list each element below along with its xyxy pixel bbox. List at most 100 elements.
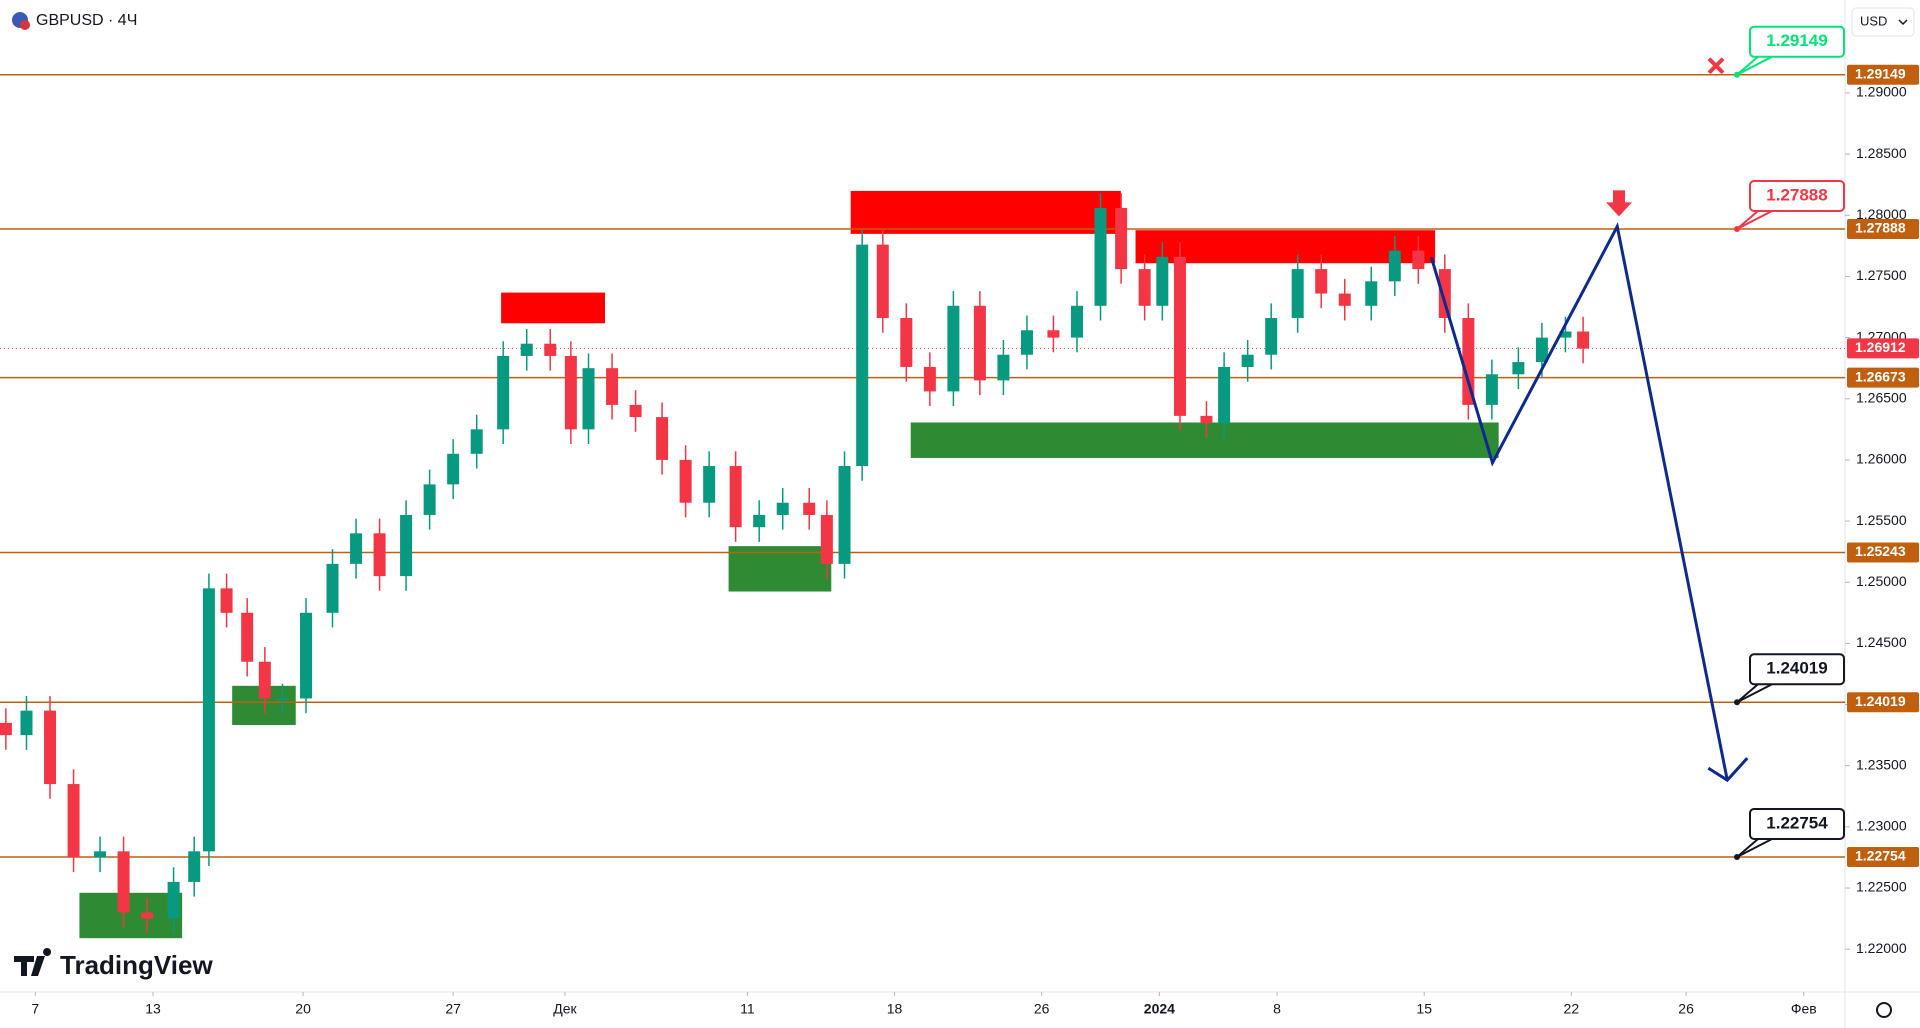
candle-body: [520, 343, 533, 356]
candle-body: [1485, 374, 1498, 405]
candle-body: [1577, 331, 1590, 349]
callout-box: [1749, 179, 1845, 212]
candle-body: [1138, 269, 1151, 306]
candle-body: [67, 784, 80, 858]
candle-body: [1315, 269, 1328, 294]
last-price-box: [1847, 338, 1919, 359]
x-tick-label: 18: [887, 1001, 903, 1017]
callout-label: 1.29149: [1766, 31, 1827, 50]
candle-body: [1512, 362, 1525, 375]
candle-body: [900, 318, 913, 367]
zone: [728, 546, 832, 592]
annotations-layer: 1.29149 1.27888 1.24019 1.22754: [1429, 25, 1845, 860]
levels-layer: [0, 73, 1845, 858]
candle-body: [1173, 256, 1186, 416]
candle-body: [1094, 207, 1107, 306]
brand-logo: [14, 948, 52, 976]
zones-layer: [79, 190, 1499, 939]
callout-label: 1.22754: [1766, 813, 1828, 832]
level-axis-box: [1847, 692, 1919, 713]
callout-anchor: [1734, 225, 1740, 232]
candle-body: [679, 459, 692, 503]
candle-body: [423, 484, 436, 515]
y-tick-label: 1.26500: [1856, 389, 1907, 405]
callout-label: 1.24019: [1766, 659, 1827, 678]
callout-box: [1749, 653, 1845, 686]
symbol-title[interactable]: GBPUSD · 4Ч: [36, 12, 137, 29]
candle-body: [1047, 330, 1060, 338]
candle-body: [564, 355, 577, 430]
candle-body: [1291, 269, 1304, 319]
candle-body: [1020, 330, 1033, 355]
currency-dropdown[interactable]: [1851, 7, 1915, 37]
symbol-icon: [20, 20, 30, 30]
callout-box: [1749, 807, 1845, 840]
candle-body: [1559, 331, 1572, 338]
candle-body: [1438, 269, 1451, 319]
candle-body: [117, 851, 130, 913]
level-axis-box: [1847, 218, 1919, 239]
candle-body: [276, 698, 289, 700]
candle-body: [582, 368, 595, 430]
level-axis-label: 1.24019: [1855, 693, 1906, 709]
candle-body: [1388, 250, 1401, 282]
currency-label[interactable]: USD: [1860, 13, 1887, 28]
level-axis-label: 1.22754: [1855, 848, 1906, 864]
y-tick-label: 1.25500: [1856, 512, 1907, 528]
y-tick-label: 1.28000: [1856, 206, 1907, 222]
y-tick-label: 1.23500: [1856, 756, 1907, 772]
level-axis-box: [1847, 64, 1919, 85]
y-tick-label: 1.22500: [1856, 879, 1907, 895]
candle-body: [856, 244, 869, 467]
x-tick-label: Фев: [1791, 1001, 1817, 1017]
candle-body: [188, 851, 201, 882]
candle-body: [1070, 305, 1083, 338]
x-tick-label: 2024: [1144, 1001, 1175, 1017]
candle-body: [44, 710, 57, 785]
y-tick-label: 1.25000: [1856, 573, 1907, 589]
candle-body: [1265, 318, 1278, 355]
candle-body: [1365, 281, 1378, 306]
candle-body: [1115, 207, 1128, 270]
candle-body: [820, 514, 833, 564]
y-tick-label: 1.26000: [1856, 451, 1907, 467]
callout-box: [1749, 25, 1845, 58]
settings-icon[interactable]: [1876, 1002, 1892, 1018]
level-axis-label: 1.26673: [1855, 368, 1906, 384]
zone: [850, 190, 1121, 234]
candle-body: [1338, 293, 1351, 306]
callout-anchor: [1734, 71, 1740, 78]
candle-body: [258, 661, 271, 699]
candle-body: [400, 514, 413, 577]
candle-body: [656, 417, 669, 460]
candle-body: [202, 588, 215, 852]
level-axis-box: [1847, 542, 1919, 563]
candle-body: [167, 881, 180, 919]
y-tick-label: 1.22000: [1856, 940, 1907, 956]
candle-body: [1462, 318, 1475, 405]
zone: [910, 422, 1499, 458]
candle-body: [1156, 256, 1169, 306]
candle-body: [1412, 250, 1425, 270]
zone: [79, 892, 183, 939]
x-tick-label: 27: [445, 1001, 461, 1017]
y-tick-label: 1.23000: [1856, 818, 1907, 834]
candle-body: [220, 588, 233, 613]
candles-layer: [0, 193, 1590, 934]
brand-name: TradingView: [60, 950, 213, 980]
zone: [501, 292, 605, 324]
candle-body: [753, 514, 766, 528]
candle-body: [544, 343, 557, 356]
dropdown-caret: [1898, 19, 1908, 26]
candle-body: [1200, 415, 1213, 424]
projection-line: [1429, 221, 1729, 781]
level-axis-box: [1847, 367, 1919, 388]
y-tick-label: 1.28500: [1856, 145, 1907, 161]
candle-body: [241, 612, 254, 662]
x-tick-label: 8: [1273, 1001, 1281, 1017]
cancel-icon: [1707, 57, 1725, 75]
candle-body: [350, 533, 363, 564]
candle-body: [1535, 337, 1548, 363]
candle-body: [447, 453, 460, 485]
